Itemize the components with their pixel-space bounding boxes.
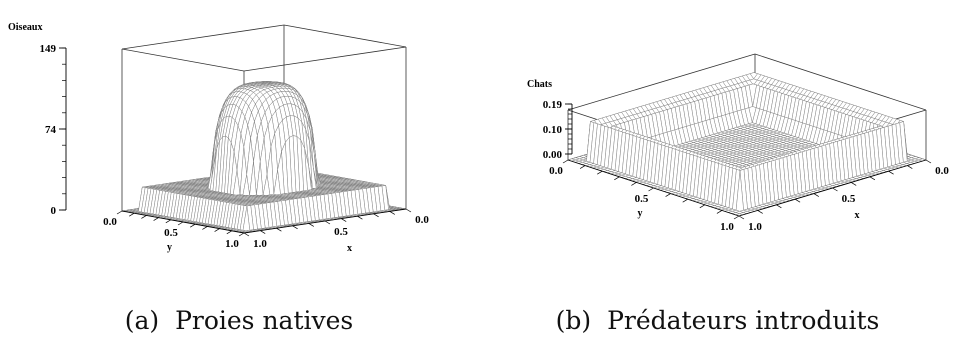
caption-a-marker: (a) — [124, 306, 160, 335]
panel-a-y-tick — [214, 228, 220, 232]
panel-b-x-tick-label: 1.0 — [748, 221, 762, 233]
panel-b-y-tick — [579, 165, 586, 169]
panel-a-box-edge — [121, 24, 285, 50]
panel-a-box-edge — [121, 48, 245, 72]
panel-a-x-tick-label: 0.0 — [415, 214, 429, 226]
panel-b-y-tick — [716, 210, 723, 214]
caption-a: (a) Proies natives — [0, 306, 478, 335]
panel-b-x-axis-label: x — [855, 210, 860, 221]
caption-b-marker: (b) — [555, 306, 592, 335]
panel-a-y-tick — [202, 226, 208, 230]
panel-b-x-tick-label: 0.5 — [842, 193, 856, 205]
panel-b-box-edge — [754, 53, 927, 111]
panel-a-x-axis-label: x — [347, 243, 352, 254]
panel-a-x-tick — [276, 227, 282, 232]
panel-b-y-tick — [682, 198, 688, 203]
panel-a-x-axis: 1.0 0.5 0.0 — [243, 208, 429, 250]
panel-a-x-tick — [292, 225, 298, 230]
panel-b-y-tick-label: 0.5 — [635, 193, 649, 205]
panel-a-y-tick — [177, 221, 184, 226]
panel-a-x-tick — [243, 232, 250, 237]
panel-a-x-tick — [357, 215, 363, 220]
panel-a-box-edge — [243, 46, 407, 72]
panel-b-y-tick — [597, 170, 603, 175]
panel-a-x-tick — [373, 213, 379, 218]
panel-a-y-tick-label: 1.0 — [225, 238, 239, 250]
panel-b-y-tick — [648, 187, 654, 192]
panel-a-z-tick-label: 74 — [45, 124, 57, 136]
panel-b-y-axis-label: y — [638, 208, 643, 219]
panel-a-z-axis: 149 74 0 — [40, 43, 67, 217]
panel-b-z-tick-label: 0.10 — [543, 124, 563, 136]
panel-b-x-tick — [738, 215, 745, 220]
panel-a-y-tick — [165, 219, 171, 224]
panel-a-x-tick — [389, 211, 395, 215]
panel-a-y-axis: 0.0 0.5 1.0 — [103, 210, 245, 250]
panel-a-z-tick-label: 149 — [40, 43, 57, 55]
caption-b-text: Prédateurs introduits — [607, 306, 880, 335]
panel-b-y-tick-label: 1.0 — [720, 221, 734, 233]
panel-b-y-tick — [614, 176, 620, 181]
panel-b-z-axis: 0.19 0.10 0.00 — [543, 99, 573, 161]
panel-a-y-tick-label: 0.0 — [103, 216, 117, 228]
panel-b-y-tick — [733, 215, 740, 220]
panel-a-z-tick-label: 0 — [51, 205, 57, 217]
panel-b-x-tick — [925, 159, 932, 164]
caption-b: (b) Prédateurs introduits — [478, 306, 957, 335]
panel-a-z-axis-label: Oiseaux — [8, 22, 42, 33]
panel-b-x-tick — [888, 170, 894, 175]
panel-a-x-tick-label: 0.5 — [334, 226, 348, 238]
panel-b-x-tick — [869, 176, 876, 181]
panel-b-x-tick — [851, 182, 857, 186]
panel-a-box-edge — [283, 24, 407, 48]
panel-a-y-tick-label: 0.5 — [164, 227, 178, 239]
panel-b-y-tick-label: 0.0 — [549, 165, 563, 177]
panel-a-x-tick — [308, 223, 314, 227]
panel-b-surface-mesh — [567, 72, 927, 217]
panel-b-x-tick — [813, 193, 819, 197]
panel-a-x-tick — [260, 230, 266, 234]
panel-a-y-tick — [141, 215, 147, 219]
panel-a-y-tick — [116, 210, 123, 215]
panel-a-y-tick — [153, 217, 159, 221]
panel-b-z-axis-label: Chats — [527, 79, 552, 90]
surface-plot-chats: 0.19 0.10 0.00 Chats 0.0 0.5 1.0 y 1.0 0.5 0.0 x — [527, 53, 949, 233]
panel-b-x-tick — [794, 198, 801, 203]
figure-panel-a: 149 74 0 Oiseaux 0.0 0.5 1.0 y 1.0 0.5 0.0 x (a) Pr… — [0, 0, 478, 349]
panel-b-z-tick-label: 0.00 — [543, 149, 563, 161]
panel-b-x-axis: 1.0 0.5 0.0 — [738, 159, 949, 233]
panel-a-y-tick — [190, 223, 196, 228]
panel-b-x-tick — [907, 165, 913, 169]
panel-b-x-tick-label: 0.0 — [935, 165, 949, 177]
caption-a-text: Proies natives — [175, 306, 354, 335]
panel-a-y-tick — [238, 232, 245, 237]
panel-b-y-tick — [665, 193, 671, 197]
panel-b-y-axis: 0.0 0.5 1.0 — [549, 159, 740, 233]
panel-a-x-tick — [324, 220, 331, 225]
panel-a-surface-mesh — [121, 81, 407, 234]
panel-a-y-tick — [129, 212, 135, 217]
panel-b-x-tick — [776, 204, 782, 209]
panel-b-box-edge — [567, 53, 756, 111]
panel-b-y-tick — [562, 159, 569, 164]
panel-b-y-tick — [631, 182, 637, 186]
panel-b-z-tick-label: 0.19 — [543, 99, 563, 111]
panel-a-x-tick — [405, 208, 412, 213]
panel-b-x-tick — [832, 187, 838, 192]
panel-b-x-tick — [757, 210, 763, 214]
panel-b-y-tick — [699, 204, 705, 209]
figure-panel-b: 0.19 0.10 0.00 Chats 0.0 0.5 1.0 y 1.0 0.5 0.0 x (b… — [478, 0, 957, 349]
panel-a-y-tick — [226, 230, 232, 235]
surface-plot-oiseaux: 149 74 0 Oiseaux 0.0 0.5 1.0 y 1.0 0.5 0.0 x — [8, 22, 429, 254]
panel-a-x-tick-label: 1.0 — [253, 238, 267, 250]
panel-a-x-tick — [341, 218, 347, 222]
panel-a-y-axis-label: y — [167, 242, 172, 253]
